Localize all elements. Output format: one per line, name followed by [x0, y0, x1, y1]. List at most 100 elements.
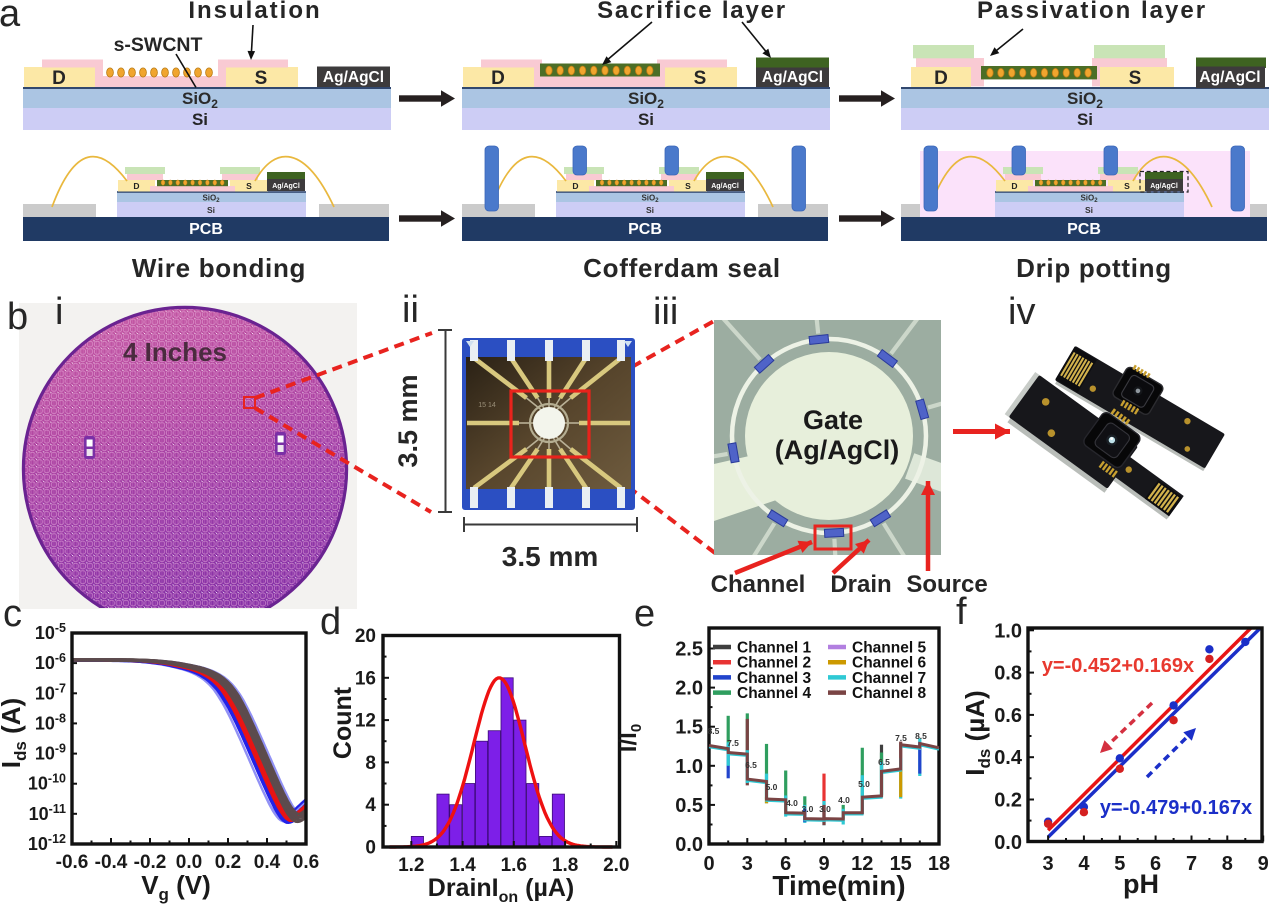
svg-text:SiO2: SiO2 — [202, 194, 220, 205]
svg-text:iii: iii — [653, 291, 678, 333]
svg-text:18: 18 — [928, 853, 950, 875]
svg-text:10-7: 10-7 — [35, 681, 66, 703]
svg-text:0.6: 0.6 — [293, 852, 319, 873]
svg-text:y=-0.479+0.167x: y=-0.479+0.167x — [1100, 797, 1252, 819]
svg-text:Channel 4: Channel 4 — [737, 685, 811, 702]
svg-text:3.5 mm: 3.5 mm — [393, 374, 423, 467]
svg-text:S: S — [694, 68, 707, 89]
svg-text:SiO2: SiO2 — [1067, 89, 1103, 111]
svg-text:Source: Source — [906, 571, 987, 598]
svg-text:Wire bonding: Wire bonding — [132, 253, 306, 283]
svg-text:Channel 7: Channel 7 — [852, 670, 926, 687]
svg-text:10-9: 10-9 — [35, 742, 66, 764]
svg-text:3.0: 3.0 — [819, 804, 831, 814]
svg-text:6: 6 — [780, 853, 791, 875]
svg-text:Si: Si — [1077, 110, 1093, 129]
svg-text:e: e — [634, 593, 655, 635]
svg-text:8: 8 — [365, 753, 376, 774]
svg-text:Count: Count — [329, 686, 357, 759]
svg-text:7.5: 7.5 — [727, 738, 739, 748]
svg-text:3.0: 3.0 — [802, 804, 814, 814]
svg-text:f: f — [956, 591, 967, 633]
svg-text:Channel 2: Channel 2 — [737, 655, 811, 672]
svg-text:SiO2: SiO2 — [641, 194, 659, 205]
svg-text:Channel: Channel — [711, 571, 806, 598]
svg-text:0: 0 — [703, 853, 714, 875]
svg-text:5.0: 5.0 — [766, 782, 778, 792]
svg-text:9: 9 — [818, 853, 829, 875]
svg-text:15 14: 15 14 — [478, 402, 496, 409]
svg-text:16: 16 — [355, 668, 376, 689]
svg-text:S: S — [685, 181, 691, 191]
svg-text:SiO2: SiO2 — [182, 89, 218, 111]
svg-text:c: c — [3, 593, 22, 635]
svg-text:Ag/AgCl: Ag/AgCl — [1199, 69, 1260, 86]
svg-text:8.5: 8.5 — [915, 731, 927, 741]
svg-text:Si: Si — [207, 205, 215, 215]
svg-text:Gate: Gate — [803, 405, 863, 435]
svg-text:1.0: 1.0 — [675, 756, 703, 778]
svg-text:Channel 3: Channel 3 — [737, 670, 811, 687]
svg-text:0.4: 0.4 — [994, 747, 1023, 769]
svg-text:S: S — [255, 68, 268, 89]
svg-text:Vg (V): Vg (V) — [141, 870, 211, 904]
svg-text:0.0: 0.0 — [176, 852, 202, 873]
svg-text:8.5: 8.5 — [708, 726, 720, 736]
svg-text:Channel 5: Channel 5 — [852, 640, 926, 657]
svg-text:4: 4 — [365, 795, 376, 816]
svg-text:1.2: 1.2 — [398, 855, 424, 876]
svg-text:a: a — [0, 0, 21, 35]
svg-text:-0.2: -0.2 — [134, 852, 167, 873]
svg-text:0.2: 0.2 — [215, 852, 241, 873]
svg-text:s-SWCNT: s-SWCNT — [114, 34, 203, 56]
svg-text:-0.4: -0.4 — [95, 852, 128, 873]
svg-text:0: 0 — [365, 838, 376, 859]
svg-text:5: 5 — [1114, 853, 1125, 875]
svg-text:S: S — [1129, 68, 1142, 89]
svg-text:1.5: 1.5 — [675, 717, 703, 739]
svg-text:DrainIon (µA): DrainIon (µA) — [428, 874, 574, 904]
svg-text:7.5: 7.5 — [895, 733, 907, 743]
svg-text:Si: Si — [638, 110, 654, 129]
svg-text:S: S — [246, 181, 252, 191]
svg-text:Drip potting: Drip potting — [1016, 253, 1172, 283]
svg-text:7: 7 — [1186, 853, 1197, 875]
svg-text:15: 15 — [890, 853, 912, 875]
svg-text:PCB: PCB — [628, 221, 662, 238]
svg-text:3: 3 — [742, 853, 753, 875]
svg-text:4: 4 — [1078, 853, 1090, 875]
svg-text:iv: iv — [1008, 291, 1035, 333]
svg-text:6: 6 — [1150, 853, 1161, 875]
svg-text:12: 12 — [355, 711, 376, 732]
svg-text:PCB: PCB — [1067, 221, 1101, 238]
svg-text:i: i — [55, 291, 63, 333]
svg-text:6.5: 6.5 — [878, 757, 890, 767]
svg-text:0.8: 0.8 — [994, 663, 1022, 685]
svg-text:Drain: Drain — [830, 571, 891, 598]
svg-text:PCB: PCB — [189, 221, 223, 238]
svg-text:Ag/AgCl: Ag/AgCl — [762, 69, 823, 86]
svg-text:d: d — [320, 601, 341, 643]
svg-text:4 Inches: 4 Inches — [123, 337, 227, 367]
svg-text:10-6: 10-6 — [35, 651, 66, 673]
svg-text:3: 3 — [1043, 853, 1054, 875]
svg-text:Ids (µA): Ids (µA) — [960, 690, 994, 775]
svg-text:10-5: 10-5 — [35, 621, 66, 643]
svg-text:y=-0.452+0.169x: y=-0.452+0.169x — [1042, 655, 1194, 677]
svg-text:12: 12 — [851, 853, 873, 875]
svg-text:D: D — [1011, 181, 1017, 191]
svg-text:D: D — [934, 68, 948, 89]
svg-text:0.0: 0.0 — [675, 834, 703, 856]
svg-text:Insulation: Insulation — [188, 0, 321, 24]
svg-text:D: D — [52, 68, 66, 89]
svg-text:D: D — [133, 181, 139, 191]
svg-text:S: S — [1124, 181, 1130, 191]
svg-text:0.6: 0.6 — [994, 705, 1022, 727]
svg-text:4.0: 4.0 — [838, 795, 850, 805]
svg-text:Sacrifice layer: Sacrifice layer — [597, 0, 787, 24]
svg-text:Ag/AgCl: Ag/AgCl — [1150, 183, 1178, 190]
svg-text:Ag/AgCl: Ag/AgCl — [323, 69, 384, 86]
svg-text:1.6: 1.6 — [501, 855, 527, 876]
svg-text:D: D — [491, 68, 505, 89]
svg-text:Si: Si — [192, 110, 208, 129]
